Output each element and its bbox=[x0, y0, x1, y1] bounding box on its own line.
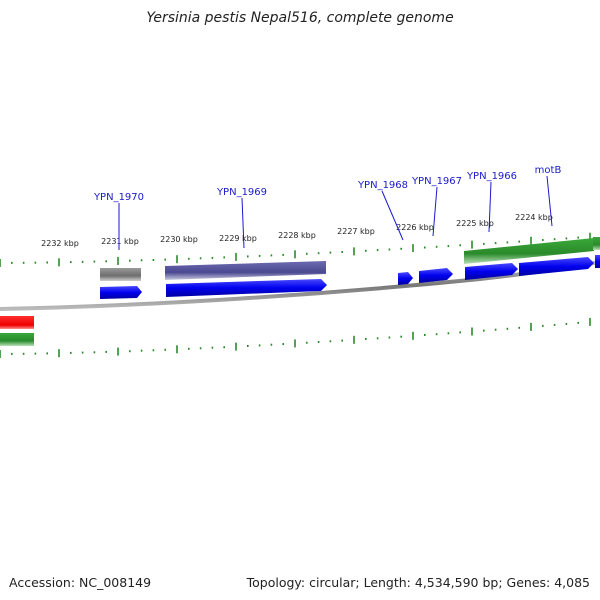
gene-label-ypn-1966[interactable]: YPN_1966 bbox=[466, 171, 517, 182]
cog-feature-green-edge[interactable] bbox=[593, 237, 600, 250]
scale-labels: 2232 kbp 2231 kbp 2230 kbp 2229 kbp 2228… bbox=[41, 213, 553, 248]
gene-label-ypn-1969[interactable]: YPN_1969 bbox=[216, 187, 267, 198]
scale-label-2229: 2229 kbp bbox=[219, 234, 257, 243]
scale-label-2224: 2224 kbp bbox=[515, 213, 553, 222]
leader-ypn-1967 bbox=[432, 186, 438, 237]
map-title: Yersinia pestis Nepal516, complete genom… bbox=[146, 10, 454, 26]
scale-label-2231: 2231 kbp bbox=[101, 237, 139, 246]
gene-label-leaders bbox=[118, 175, 553, 250]
scale-label-2227: 2227 kbp bbox=[337, 227, 375, 236]
leader-ypn-1968 bbox=[381, 190, 404, 241]
inner-feature-track bbox=[0, 316, 34, 346]
cds-right-edge[interactable] bbox=[595, 255, 600, 268]
gene-label-motb[interactable]: motB bbox=[535, 165, 562, 176]
outer-tick-track bbox=[0, 232, 591, 267]
cog-feature-green[interactable] bbox=[464, 238, 594, 264]
cds-ypn-1966[interactable] bbox=[465, 263, 518, 280]
scale-label-2228: 2228 kbp bbox=[278, 231, 316, 240]
cds-ypn-1970[interactable] bbox=[100, 286, 142, 299]
cds-motb[interactable] bbox=[519, 257, 594, 276]
gene-label-ypn-1970[interactable]: YPN_1970 bbox=[93, 192, 144, 203]
inner-tick-track bbox=[0, 317, 591, 358]
scale-label-2232: 2232 kbp bbox=[41, 239, 79, 248]
scale-label-2226: 2226 kbp bbox=[396, 223, 434, 232]
gene-label-ypn-1968[interactable]: YPN_1968 bbox=[357, 180, 408, 191]
leader-ypn-1969 bbox=[241, 197, 245, 249]
inner-feature-green[interactable] bbox=[0, 333, 34, 346]
gene-label-ypn-1967[interactable]: YPN_1967 bbox=[411, 176, 462, 187]
cds-ypn-1969[interactable] bbox=[166, 279, 327, 297]
topology-text: Topology: circular; Length: 4,534,590 bp… bbox=[246, 575, 590, 590]
inner-feature-red[interactable] bbox=[0, 316, 34, 329]
cds-ypn-1968[interactable] bbox=[398, 272, 413, 285]
leader-motb bbox=[546, 175, 553, 227]
leader-ypn-1966 bbox=[488, 181, 492, 233]
accession-text: Accession: NC_008149 bbox=[9, 575, 152, 590]
cog-feature-gray[interactable] bbox=[100, 268, 141, 281]
gene-labels: YPN_1970 YPN_1969 YPN_1968 YPN_1967 YPN_… bbox=[93, 165, 561, 203]
scale-label-2230: 2230 kbp bbox=[160, 235, 198, 244]
scale-label-2225: 2225 kbp bbox=[456, 219, 494, 228]
cds-ypn-1967[interactable] bbox=[419, 268, 453, 283]
cds-track bbox=[100, 255, 600, 299]
cog-feature-purple[interactable] bbox=[165, 261, 326, 280]
cog-feature-track bbox=[100, 237, 600, 281]
